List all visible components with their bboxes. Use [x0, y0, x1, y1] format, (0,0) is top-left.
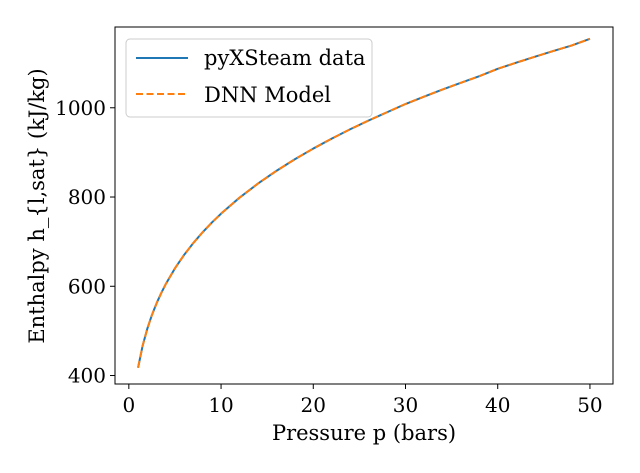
y-axis-label: Enthalpy h_{l,sat} (kJ/kg)	[25, 68, 49, 343]
y-tick-label: 1000	[55, 96, 106, 120]
x-tick-label: 30	[393, 393, 418, 417]
series-line-1	[137, 37, 591, 368]
x-tick-label: 20	[301, 393, 326, 417]
y-tick-label: 800	[68, 185, 106, 209]
x-axis-label: Pressure p (bars)	[272, 421, 456, 445]
legend-label-dnn: DNN Model	[204, 83, 331, 107]
x-tick-label: 50	[577, 393, 602, 417]
y-tick-label: 400	[68, 364, 106, 388]
x-axis: 0 10 20 30 40 50	[122, 384, 603, 417]
x-tick-label: 0	[122, 393, 135, 417]
y-axis: 400 600 800 1000	[55, 96, 115, 388]
x-tick-label: 40	[485, 393, 510, 417]
y-tick-label: 600	[68, 274, 106, 298]
x-tick-label: 10	[208, 393, 233, 417]
plot-frame	[114, 26, 614, 385]
legend-label-pyxsteam: pyXSteam data	[204, 46, 366, 70]
series-layer	[137, 37, 591, 368]
legend: pyXSteam data DNN Model	[125, 38, 373, 118]
